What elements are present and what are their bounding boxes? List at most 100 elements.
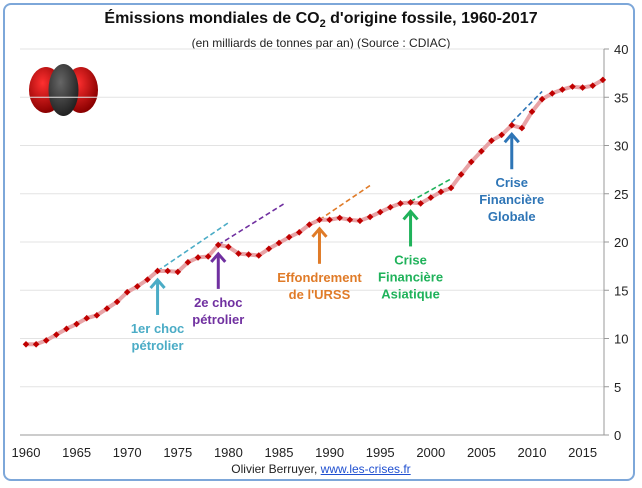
x-tick-label: 1990 [315, 445, 344, 460]
co2-molecule-icon [29, 64, 98, 116]
data-point [407, 199, 414, 206]
data-point [53, 331, 60, 338]
data-point [336, 214, 344, 222]
data-point [83, 314, 91, 322]
data-point [387, 203, 394, 211]
title-text: Émissions mondiales de CO [104, 10, 320, 27]
data-point [488, 137, 495, 144]
annotation-label: Effondrement [277, 270, 362, 285]
footer-author: Olivier Berruyer, [231, 462, 318, 476]
annotation-label: Asiatique [381, 286, 440, 301]
title-subscript: 2 [319, 18, 326, 31]
data-point [538, 95, 546, 103]
x-tick-label: 1985 [265, 445, 294, 460]
arrow-head-icon [210, 251, 227, 263]
data-point [245, 251, 252, 258]
annotation-label: pétrolier [192, 312, 244, 327]
data-point [316, 216, 323, 224]
y-tick-label: 10 [614, 332, 628, 347]
data-point [467, 158, 475, 166]
data-point [569, 83, 576, 90]
annotation: Effondrement de l'URSS [277, 226, 362, 302]
data-point [174, 268, 182, 276]
data-point [93, 312, 101, 319]
series-line [26, 78, 604, 347]
data-point [63, 325, 70, 333]
data-point [599, 76, 607, 84]
footer-credit: Olivier Berruyer, www.les-crises.fr [0, 462, 642, 476]
annotation-label: pétrolier [132, 338, 184, 353]
data-point [437, 188, 445, 196]
data-point [417, 200, 424, 207]
data-point [397, 200, 404, 207]
arrow-head-icon [149, 277, 166, 289]
arrow-head-icon [402, 209, 419, 221]
annotation: 1er choc pétrolier [131, 277, 184, 353]
annotation-label: Crise [394, 252, 427, 267]
data-point [579, 84, 586, 91]
data-point [376, 208, 384, 216]
annotation-label: 1er choc [131, 321, 184, 336]
data-point [73, 320, 80, 328]
data-point [103, 305, 111, 312]
annotation: Crise Financière Globale [479, 131, 544, 224]
footer-link[interactable]: www.les-crises.fr [320, 462, 411, 476]
data-point [548, 90, 556, 97]
data-point [589, 82, 597, 89]
y-tick-label: 40 [614, 42, 628, 57]
data-point [194, 254, 202, 261]
data-point [559, 86, 566, 93]
data-point [275, 239, 283, 247]
arrow-head-icon [311, 226, 328, 238]
data-point [154, 267, 161, 275]
data-point [285, 233, 293, 241]
arrow-head-icon [503, 131, 520, 144]
annotation-label: de l'URSS [289, 287, 351, 302]
trend-line [511, 90, 543, 123]
x-tick-label: 2005 [467, 445, 496, 460]
data-point [508, 121, 516, 129]
data-point [346, 216, 354, 224]
data-point [225, 243, 232, 251]
data-point [204, 253, 212, 260]
chart-subtitle: (en milliards de tonnes par an) (Source … [191, 36, 451, 50]
data-point [32, 340, 40, 348]
data-point [184, 258, 192, 266]
trend-line [157, 222, 229, 272]
data-point [214, 241, 222, 249]
data-point [123, 288, 131, 296]
annotation-label: Financière [378, 269, 443, 284]
data-point [427, 194, 435, 201]
data-point [356, 217, 364, 225]
data-point [326, 216, 333, 224]
y-tick-label: 15 [614, 283, 628, 298]
x-tick-label: 2010 [518, 445, 547, 460]
data-point [22, 340, 30, 348]
y-tick-label: 0 [614, 428, 621, 443]
x-tick-label: 2000 [416, 445, 445, 460]
data-point [295, 229, 303, 236]
data-point [528, 108, 536, 116]
data-point [457, 171, 465, 178]
data-point [518, 124, 526, 132]
data-point [265, 245, 273, 253]
y-tick-label: 25 [614, 187, 628, 202]
y-tick-label: 20 [614, 235, 628, 250]
x-tick-label: 1965 [62, 445, 91, 460]
trend-line [319, 183, 373, 221]
data-point [42, 337, 50, 344]
x-tick-label: 1960 [12, 445, 41, 460]
y-tick-label: 30 [614, 139, 628, 154]
trend-line [217, 201, 287, 246]
x-tick-label: 1970 [113, 445, 142, 460]
annotation-label: Crise [495, 175, 528, 190]
annotation-label: Financière [479, 192, 544, 207]
data-point [255, 252, 263, 259]
annotation-label: 2e choc [194, 295, 242, 310]
data-point [144, 276, 151, 283]
data-point [447, 184, 455, 192]
x-tick-label: 2015 [568, 445, 597, 460]
data-point [366, 213, 374, 221]
data-point [306, 221, 313, 228]
